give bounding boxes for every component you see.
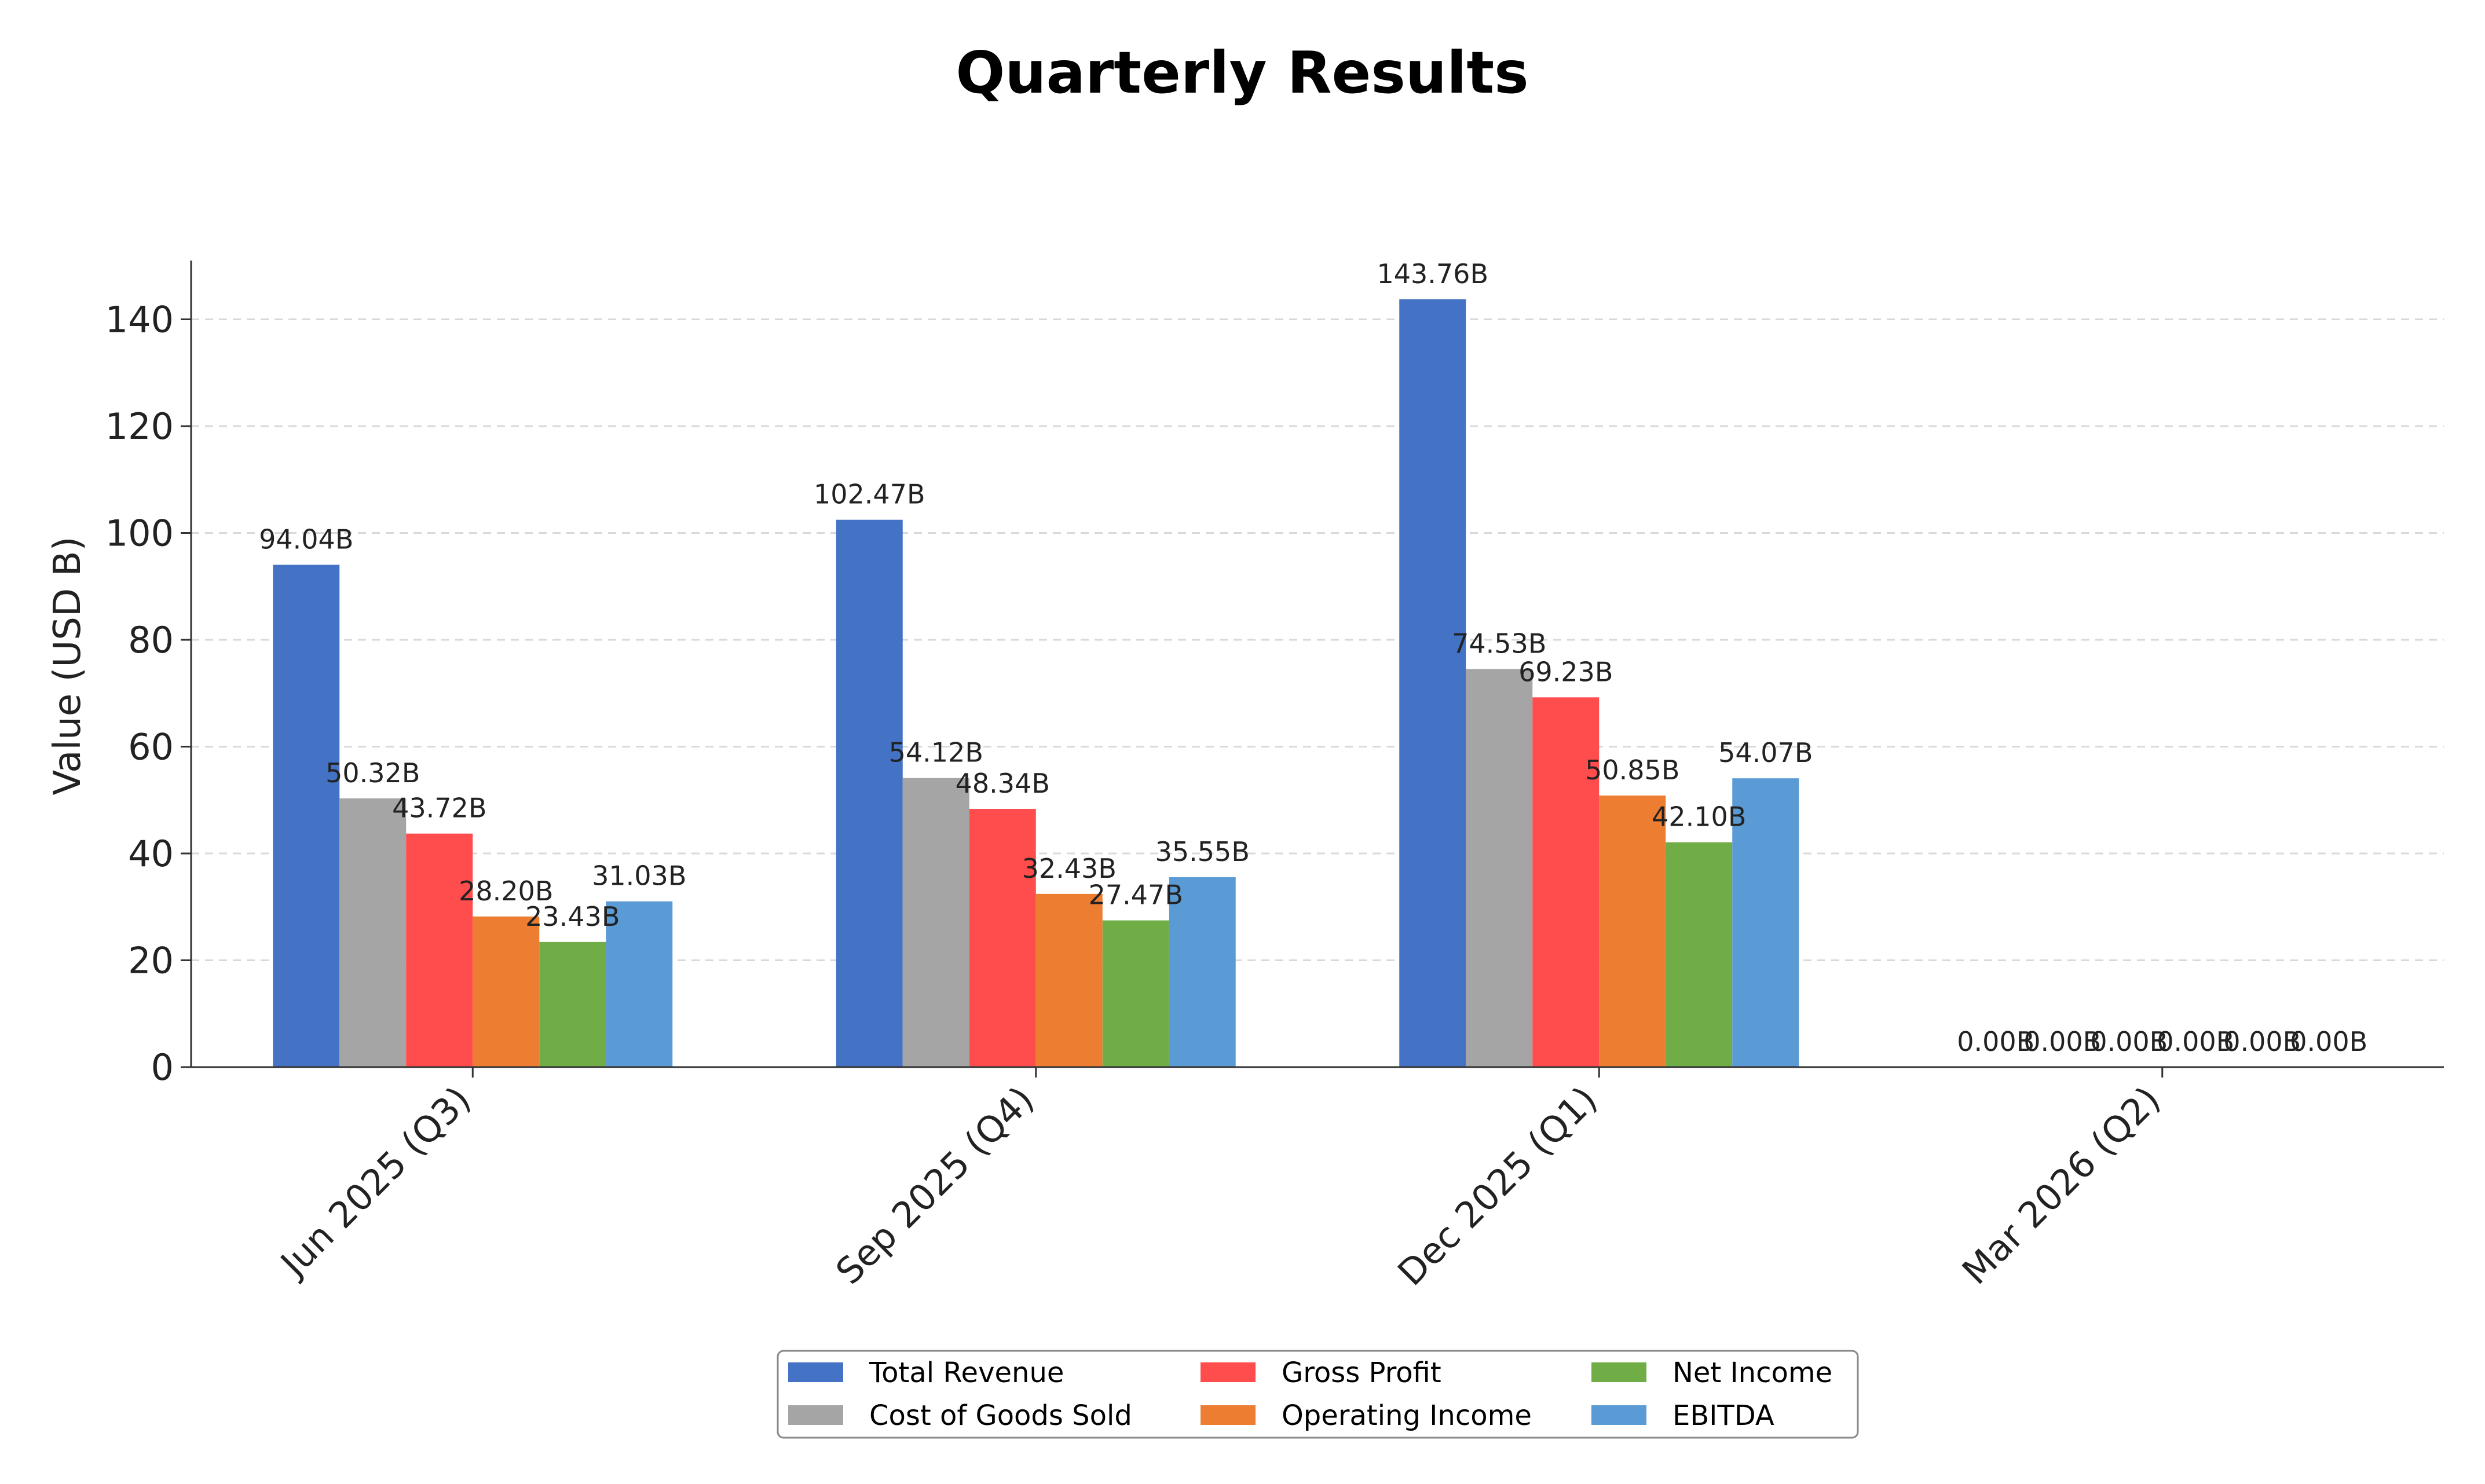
- data-label-ebitda-dec-2025-q1: 54.07B: [1718, 737, 1813, 768]
- bar-cost-of-goods-sold-sep-2025-q4: [902, 778, 969, 1067]
- data-label-cost-of-goods-sold-sep-2025-q4: 54.12B: [889, 737, 983, 768]
- data-label-operating-income-dec-2025-q1: 50.85B: [1585, 754, 1679, 786]
- gridlines: [191, 318, 2444, 961]
- bar-net-income-sep-2025-q4: [1102, 920, 1169, 1067]
- data-label-cost-of-goods-sold-jun-2025-q3: 50.32B: [325, 757, 420, 789]
- bar-ebitda-dec-2025-q1: [1732, 778, 1799, 1067]
- bar-total-revenue-jun-2025-q3: [273, 565, 340, 1067]
- legend-label-total-revenue: Total Revenue: [869, 1357, 1064, 1389]
- y-tick-label-100: 100: [105, 512, 174, 554]
- data-label-operating-income-sep-2025-q4: 32.43B: [1022, 853, 1117, 884]
- axes: 0 20 40 60 80 100 120 140 Jun 2025 (Q3) Sep 2025 …: [105, 261, 2444, 1294]
- data-label-operating-income-mar-2026-q2: 0.00B: [2157, 1026, 2234, 1057]
- data-label-net-income-jun-2025-q3: 23.43B: [525, 901, 620, 932]
- y-tick-label-0: 0: [151, 1046, 174, 1089]
- data-label-operating-income-jun-2025-q3: 28.20B: [459, 875, 553, 907]
- y-tick-label-40: 40: [128, 833, 174, 875]
- legend-label-cost-of-goods-sold: Cost of Goods Sold: [869, 1399, 1132, 1432]
- bar-cost-of-goods-sold-jun-2025-q3: [339, 798, 407, 1067]
- y-tick-label-20: 20: [128, 939, 174, 981]
- bar-operating-income-jun-2025-q3: [473, 916, 540, 1067]
- x-tick-label-jun-2025-q3: Jun 2025 (Q3): [271, 1078, 479, 1286]
- data-label-gross-profit-sep-2025-q4: 48.34B: [956, 768, 1050, 799]
- bar-gross-profit-jun-2025-q3: [406, 833, 473, 1067]
- data-label-net-income-sep-2025-q4: 27.47B: [1089, 880, 1183, 911]
- data-label-gross-profit-jun-2025-q3: 43.72B: [392, 793, 486, 824]
- bar-gross-profit-sep-2025-q4: [969, 809, 1036, 1067]
- y-tick-label-140: 140: [105, 298, 174, 340]
- legend-swatch-total-revenue: [788, 1362, 843, 1382]
- y-tick-label-80: 80: [128, 619, 174, 661]
- legend-swatch-cost-of-goods-sold: [788, 1405, 843, 1425]
- legend-swatch-gross-profit: [1201, 1362, 1256, 1382]
- bar-ebitda-jun-2025-q3: [606, 901, 673, 1067]
- data-label-total-revenue-jun-2025-q3: 94.04B: [259, 523, 353, 555]
- legend-label-gross-profit: Gross Profit: [1282, 1357, 1441, 1389]
- chart-title: Quarterly Results: [956, 39, 1528, 107]
- legend: Total Revenue Cost of Goods Sold Gross Pro…: [777, 1350, 1859, 1439]
- bar-ebitda-sep-2025-q4: [1169, 877, 1236, 1067]
- bar-net-income-jun-2025-q3: [539, 941, 606, 1067]
- bar-cost-of-goods-sold-dec-2025-q1: [1466, 669, 1533, 1067]
- data-label-net-income-dec-2025-q1: 42.10B: [1652, 801, 1746, 833]
- legend-label-operating-income: Operating Income: [1282, 1399, 1532, 1432]
- data-label-gross-profit-dec-2025-q1: 69.23B: [1518, 656, 1613, 687]
- legend-swatch-operating-income: [1201, 1405, 1256, 1425]
- legend-label-ebitda: EBITDA: [1672, 1399, 1774, 1432]
- x-tick-label-dec-2025-q1: Dec 2025 (Q1): [1389, 1078, 1605, 1294]
- data-label-net-income-mar-2026-q2: 0.00B: [2223, 1026, 2301, 1057]
- data-label-cost-of-goods-sold-dec-2025-q1: 74.53B: [1452, 628, 1546, 659]
- bar-operating-income-sep-2025-q4: [1035, 893, 1103, 1067]
- data-label-ebitda-sep-2025-q4: 35.55B: [1155, 836, 1250, 867]
- data-label-ebitda-mar-2026-q2: 0.00B: [2290, 1026, 2367, 1057]
- bars: [273, 299, 1799, 1067]
- legend-swatch-net-income: [1591, 1362, 1646, 1382]
- bar-net-income-dec-2025-q1: [1666, 842, 1733, 1067]
- bar-gross-profit-dec-2025-q1: [1532, 697, 1600, 1067]
- data-label-total-revenue-mar-2026-q2: 0.00B: [1957, 1026, 2034, 1057]
- x-tick-label-sep-2025-q4: Sep 2025 (Q4): [828, 1078, 1042, 1292]
- legend-box: [777, 1350, 1859, 1439]
- y-tick-label-120: 120: [105, 405, 174, 448]
- bar-total-revenue-sep-2025-q4: [836, 519, 903, 1067]
- bar-operating-income-dec-2025-q1: [1599, 795, 1666, 1067]
- y-axis-label: Value (USD B): [46, 536, 89, 795]
- legend-label-net-income: Net Income: [1672, 1357, 1832, 1389]
- data-label-total-revenue-sep-2025-q4: 102.47B: [814, 479, 925, 510]
- x-tick-label-mar-2026-q2: Mar 2026 (Q2): [1954, 1078, 2168, 1292]
- data-label-gross-profit-mar-2026-q2: 0.00B: [2090, 1026, 2168, 1057]
- data-label-total-revenue-dec-2025-q1: 143.76B: [1377, 258, 1488, 290]
- y-tick-label-60: 60: [128, 725, 174, 768]
- data-label-ebitda-jun-2025-q3: 31.03B: [592, 860, 686, 892]
- legend-swatch-ebitda: [1591, 1405, 1646, 1425]
- bar-total-revenue-dec-2025-q1: [1399, 299, 1466, 1067]
- data-label-cost-of-goods-sold-mar-2026-q2: 0.00B: [2023, 1026, 2101, 1057]
